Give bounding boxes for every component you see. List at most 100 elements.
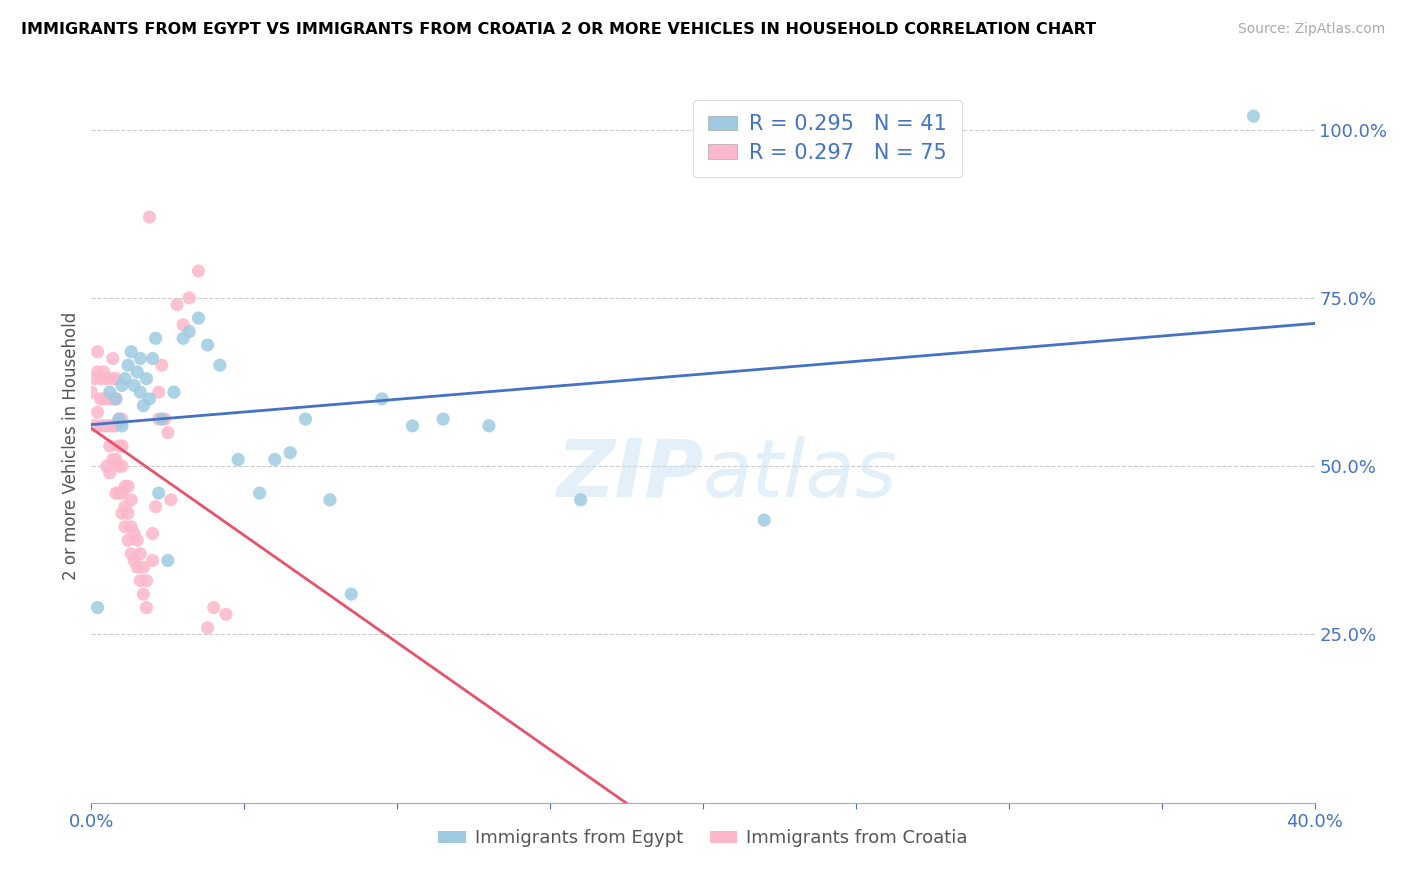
Point <box>340 587 363 601</box>
Point <box>122 553 145 567</box>
Point <box>120 520 142 534</box>
Point <box>132 399 155 413</box>
Point <box>432 412 454 426</box>
Point <box>135 600 157 615</box>
Point <box>117 506 139 520</box>
Legend: Immigrants from Egypt, Immigrants from Croatia: Immigrants from Egypt, Immigrants from C… <box>432 822 974 855</box>
Point <box>754 513 776 527</box>
Point <box>93 365 115 379</box>
Point <box>150 358 173 372</box>
Point <box>93 418 115 433</box>
Point <box>101 351 124 366</box>
Point <box>187 264 209 278</box>
Point <box>208 358 231 372</box>
Point <box>83 418 105 433</box>
Point <box>86 365 108 379</box>
Point <box>104 452 127 467</box>
Point <box>114 479 136 493</box>
Point <box>226 452 249 467</box>
Point <box>101 452 124 467</box>
Point <box>108 412 131 426</box>
Point <box>569 492 592 507</box>
Point <box>187 311 209 326</box>
Point <box>132 587 155 601</box>
Point <box>202 600 225 615</box>
Point <box>114 500 136 514</box>
Point <box>117 358 139 372</box>
Point <box>319 492 342 507</box>
Point <box>117 479 139 493</box>
Point <box>108 412 131 426</box>
Point <box>111 412 134 426</box>
Point <box>478 418 501 433</box>
Point <box>104 372 127 386</box>
Point <box>249 486 271 500</box>
Point <box>86 405 108 419</box>
Point <box>108 459 131 474</box>
Point <box>264 452 287 467</box>
Text: atlas: atlas <box>703 435 898 514</box>
Point <box>111 459 134 474</box>
Point <box>96 372 118 386</box>
Point <box>104 392 127 406</box>
Point <box>163 385 186 400</box>
Point <box>129 385 152 400</box>
Point <box>101 372 124 386</box>
Point <box>145 500 167 514</box>
Text: Source: ZipAtlas.com: Source: ZipAtlas.com <box>1237 22 1385 37</box>
Point <box>294 412 316 426</box>
Point <box>98 439 121 453</box>
Point <box>98 466 121 480</box>
Point <box>138 392 160 406</box>
Point <box>90 418 112 433</box>
Point <box>141 526 163 541</box>
Point <box>156 553 179 567</box>
Point <box>122 378 145 392</box>
Point <box>148 412 170 426</box>
Point <box>172 331 194 345</box>
Point <box>104 486 127 500</box>
Point <box>111 439 134 453</box>
Point <box>197 621 219 635</box>
Point <box>197 338 219 352</box>
Point <box>172 318 194 332</box>
Point <box>150 412 173 426</box>
Point <box>179 291 201 305</box>
Point <box>98 418 121 433</box>
Point <box>127 365 149 379</box>
Point <box>122 526 145 541</box>
Point <box>129 547 152 561</box>
Point <box>278 446 301 460</box>
Point <box>166 298 188 312</box>
Point <box>98 392 121 406</box>
Point <box>371 392 394 406</box>
Point <box>120 547 142 561</box>
Point <box>117 533 139 548</box>
Point <box>96 392 118 406</box>
Point <box>156 425 179 440</box>
Point <box>111 486 134 500</box>
Point <box>108 486 131 500</box>
Y-axis label: 2 or more Vehicles in Household: 2 or more Vehicles in Household <box>62 312 80 580</box>
Point <box>96 418 118 433</box>
Point <box>401 418 423 433</box>
Point <box>111 418 134 433</box>
Point <box>127 560 149 574</box>
Text: ZIP: ZIP <box>555 435 703 514</box>
Point <box>111 378 134 392</box>
Point <box>96 459 118 474</box>
Point <box>141 351 163 366</box>
Point <box>93 392 115 406</box>
Point <box>104 418 127 433</box>
Point <box>141 553 163 567</box>
Point <box>90 392 112 406</box>
Point <box>129 574 152 588</box>
Point <box>86 344 108 359</box>
Point <box>111 506 134 520</box>
Point <box>108 439 131 453</box>
Point <box>101 418 124 433</box>
Point <box>101 392 124 406</box>
Text: IMMIGRANTS FROM EGYPT VS IMMIGRANTS FROM CROATIA 2 OR MORE VEHICLES IN HOUSEHOLD: IMMIGRANTS FROM EGYPT VS IMMIGRANTS FROM… <box>21 22 1097 37</box>
Point <box>1243 109 1265 123</box>
Point <box>90 372 112 386</box>
